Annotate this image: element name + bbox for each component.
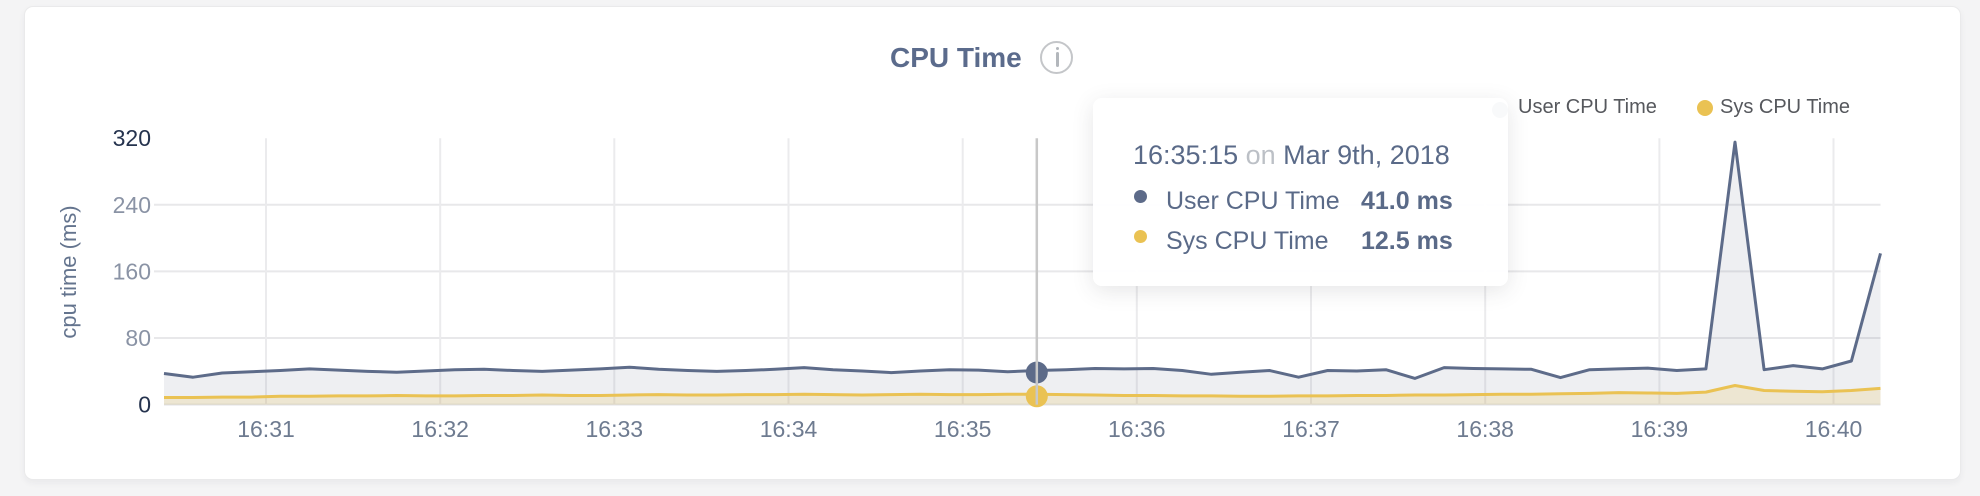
svg-text:16:40: 16:40 xyxy=(1805,416,1863,442)
svg-text:80: 80 xyxy=(125,325,151,351)
svg-text:16:33: 16:33 xyxy=(586,416,644,442)
svg-text:160: 160 xyxy=(113,258,151,284)
svg-text:16:35: 16:35 xyxy=(934,416,992,442)
svg-text:16:36: 16:36 xyxy=(1108,416,1166,442)
svg-text:cpu time (ms): cpu time (ms) xyxy=(56,205,81,338)
svg-text:0: 0 xyxy=(138,392,151,418)
svg-text:16:31: 16:31 xyxy=(237,416,295,442)
svg-text:16:38: 16:38 xyxy=(1456,416,1514,442)
svg-text:16:39: 16:39 xyxy=(1631,416,1689,442)
svg-text:240: 240 xyxy=(113,192,151,218)
svg-text:16:32: 16:32 xyxy=(411,416,469,442)
svg-text:16:34: 16:34 xyxy=(760,416,818,442)
svg-text:320: 320 xyxy=(113,125,151,151)
svg-text:16:37: 16:37 xyxy=(1282,416,1340,442)
